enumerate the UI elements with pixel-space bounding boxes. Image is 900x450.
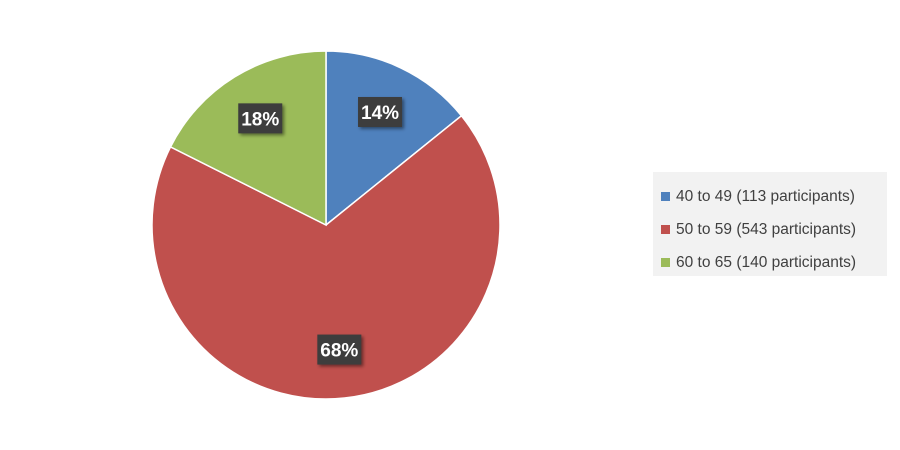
legend-swatch-50-to-59: [661, 225, 670, 234]
legend-item-50-to-59: 50 to 59 (543 participants): [661, 213, 887, 246]
data-label-box: [317, 334, 362, 365]
legend-swatch-60-to-65: [661, 258, 670, 267]
data-label-50-to-59: 68%: [317, 334, 362, 365]
pie-slice-60-to-65: [169, 50, 327, 227]
legend-label: 60 to 65 (140 participants): [676, 253, 857, 271]
data-label-box: [358, 96, 403, 127]
legend-item-60-to-65: 60 to 65 (140 participants): [661, 246, 887, 279]
data-label-text: 68%: [320, 341, 358, 362]
pie-slices: [151, 50, 501, 400]
data-label-40-to-49: 14%: [358, 96, 403, 127]
data-label-60-to-65: 18%: [238, 103, 283, 134]
pie-slice-50-to-59: [151, 114, 501, 400]
legend-swatch-40-to-49: [661, 192, 670, 201]
slice-labels: 14% 68% 18%: [238, 96, 403, 365]
legend-label: 50 to 59 (543 participants): [676, 220, 857, 238]
data-label-text: 14%: [361, 103, 399, 124]
legend: 40 to 49 (113 participants) 50 to 59 (54…: [653, 172, 887, 276]
data-label-box: [238, 103, 283, 134]
pie-slice-40-to-49: [325, 50, 463, 227]
data-label-text: 18%: [241, 109, 279, 130]
legend-item-40-to-49: 40 to 49 (113 participants): [661, 180, 887, 213]
legend-label: 40 to 49 (113 participants): [676, 187, 855, 205]
